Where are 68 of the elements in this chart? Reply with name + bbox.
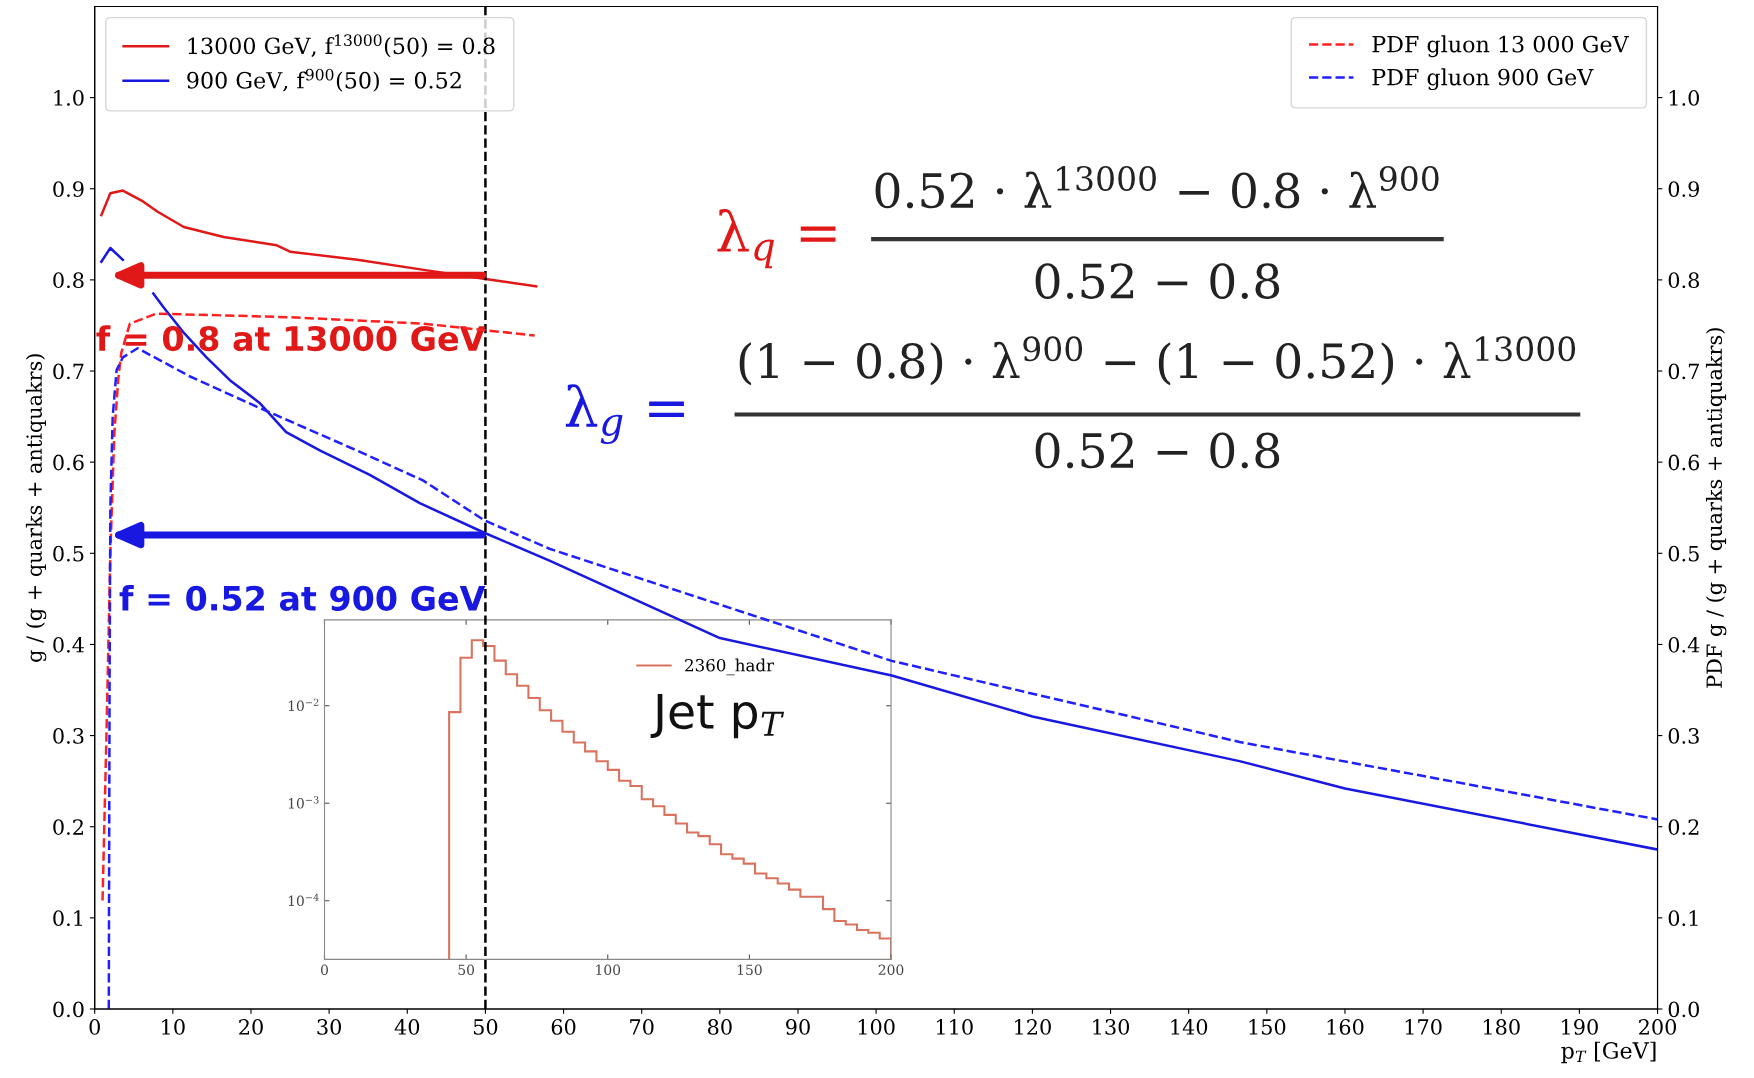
x-tick-label: 130 <box>1093 1019 1130 1035</box>
x-tick-label: 190 <box>1562 1019 1598 1035</box>
x-tick-label: 140 <box>1171 1019 1208 1035</box>
x-tick-label: 120 <box>1015 1019 1051 1035</box>
x-tick-label: 100 <box>596 964 621 976</box>
legend-label: 13000 GeV, f$^{13000}$(50) = 0.8 <box>188 34 495 58</box>
y-tick-label: 0.6 <box>53 454 84 471</box>
annotation: 0.52 − 0.8 <box>1035 432 1280 469</box>
annotation: (1 − 0.8) · λ$^{900}$ − (1 − 0.52) · λ$^{13000}$ <box>739 336 1576 386</box>
x-tick-label: 0 <box>320 964 328 976</box>
y2-tick-label: 0.7 <box>1668 363 1699 380</box>
x-tick-label: 100 <box>858 1019 895 1035</box>
y-axis-title: g / (g + quarks + antiquakrs) <box>25 354 47 662</box>
legend-label: PDF gluon 900 GeV <box>1372 68 1594 91</box>
annotation: f = 0.52 at 900 GeV <box>119 585 486 611</box>
y-tick-label: 10$^{−2}$ <box>288 698 319 712</box>
x-tick-label: 200 <box>878 964 904 976</box>
y-tick-label: 10$^{−4}$ <box>288 893 319 907</box>
legend-label: PDF gluon 13 000 GeV <box>1372 35 1629 58</box>
x-tick-label: 20 <box>239 1019 263 1035</box>
y2-tick-label: 0.3 <box>1668 728 1699 744</box>
x-tick-label: 180 <box>1483 1019 1520 1035</box>
x-tick-label: 150 <box>1249 1019 1286 1035</box>
y2-tick-label: 0.9 <box>1668 181 1699 197</box>
annotation: 0.52 · λ$^{13000}$ − 0.8 · λ$^{900}$ <box>875 165 1439 209</box>
x-tick-label: 110 <box>936 1019 973 1035</box>
y-tick-label: 1.0 <box>54 90 84 106</box>
x-tick-label: 90 <box>786 1019 810 1035</box>
y2-tick-label: 0.4 <box>1668 636 1700 653</box>
x-tick-label: 0 <box>89 1019 100 1035</box>
annotation: λ$_{q}$ = <box>717 209 836 269</box>
annotation: 0.52 − 0.8 <box>1035 263 1280 299</box>
y-tick-label: 0.9 <box>53 181 84 197</box>
y-tick-label: 0.8 <box>53 272 84 289</box>
y-tick-label: 0.1 <box>53 910 83 927</box>
y-tick-label: 0.7 <box>53 363 84 380</box>
x-axis-title: p$_{T}$ [GeV] <box>1561 1041 1656 1064</box>
y2-tick-label: 0.6 <box>1668 454 1700 471</box>
line-series <box>100 189 538 288</box>
x-tick-label: 50 <box>473 1019 498 1035</box>
annotation: λ$_{g}$ = <box>565 384 684 445</box>
x-tick-label: 40 <box>394 1019 420 1035</box>
y-tick-label: 0.0 <box>53 1001 84 1018</box>
y2-tick-label: 0.1 <box>1668 910 1698 927</box>
y2-tick-label: 0.0 <box>1668 1001 1699 1018</box>
legend-label: 2360_hadr <box>685 658 775 676</box>
y-tick-label: 0.3 <box>53 728 84 744</box>
x-tick-label: 80 <box>707 1019 732 1035</box>
x-tick-label: 200 <box>1639 1019 1677 1035</box>
x-tick-label: 10 <box>162 1019 185 1035</box>
y-tick-label: 0.2 <box>53 819 83 835</box>
x-tick-label: 150 <box>737 964 762 976</box>
y2-tick-label: 0.2 <box>1668 819 1699 835</box>
x-tick-label: 160 <box>1327 1019 1364 1035</box>
y2-tick-label: 0.5 <box>1668 545 1699 562</box>
x-tick-label: 70 <box>630 1019 654 1035</box>
y-tick-label: 0.4 <box>53 636 84 653</box>
x-tick-label: 170 <box>1405 1019 1442 1035</box>
x-tick-label: 50 <box>458 964 475 976</box>
y-tick-label: 10$^{−3}$ <box>288 796 319 809</box>
annotation: Jet p$_{T}$ <box>650 694 785 739</box>
x-tick-label: 60 <box>551 1019 576 1035</box>
y2-axis-title: PDF g / (g + quarks + antiquakrs) <box>1705 328 1727 688</box>
x-tick-label: 30 <box>317 1019 342 1035</box>
legend-label: 900 GeV, f$^{900}$(50) = 0.52 <box>187 68 461 92</box>
y-tick-label: 0.5 <box>53 545 84 562</box>
y2-tick-label: 0.8 <box>1668 272 1699 289</box>
y2-tick-label: 1.0 <box>1669 90 1699 106</box>
